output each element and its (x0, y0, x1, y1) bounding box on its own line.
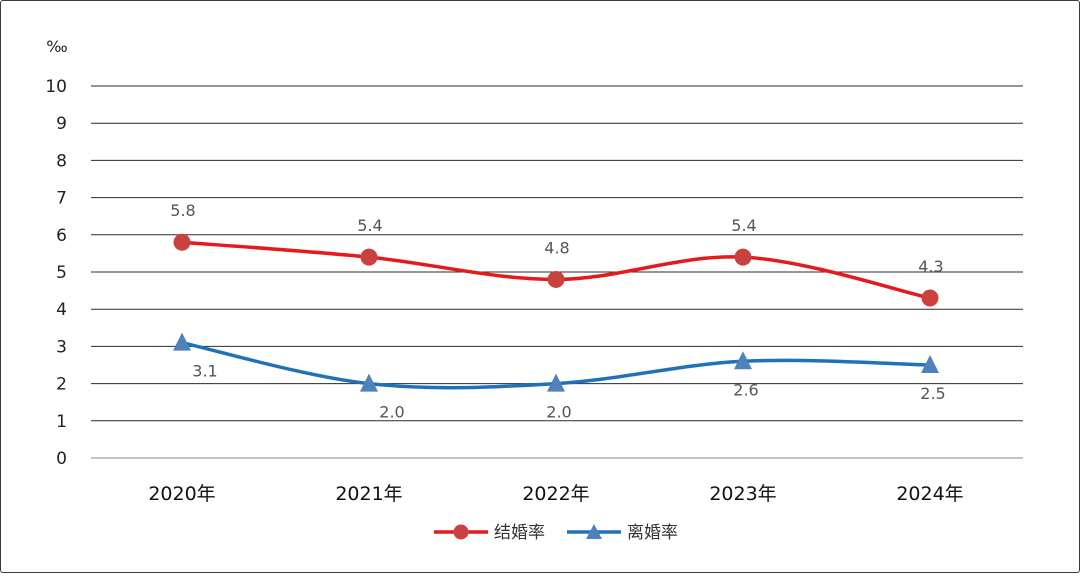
data-label: 4.3 (918, 257, 943, 276)
data-point (921, 355, 939, 373)
legend-label: 结婚率 (494, 523, 545, 543)
data-point (360, 248, 378, 266)
x-tick-label: 2024年 (896, 483, 963, 505)
x-tick-label: 2021年 (335, 483, 402, 505)
series-group: 5.8 5.4 4.8 5.4 4.3 3.1 2.0 2.0 2.6 2.5 (170, 201, 945, 421)
legend-label: 离婚率 (627, 523, 678, 543)
data-point (734, 351, 752, 370)
data-label: 4.8 (544, 238, 569, 257)
y-tick-label: 1 (56, 412, 67, 432)
series-2: 3.1 2.0 2.0 2.6 2.5 (173, 332, 946, 422)
y-tick-label: 10 (45, 77, 67, 97)
y-tick-label: 9 (56, 114, 67, 134)
y-tick-label: 4 (56, 300, 67, 320)
y-tick-label: 6 (56, 226, 67, 246)
y-tick-label: 3 (56, 337, 67, 357)
data-point (547, 373, 565, 392)
data-label: 2.5 (920, 384, 945, 403)
data-point (173, 332, 191, 351)
legend-marker (453, 524, 469, 540)
y-tick-label: 7 (56, 189, 67, 209)
x-tick-label: 2020年 (148, 483, 215, 505)
data-point (734, 248, 752, 266)
data-label: 3.1 (192, 362, 217, 381)
x-tick-label: 2022年 (522, 483, 589, 505)
x-axis-ticks: 2020年 2021年 2022年 2023年 2024年 (148, 483, 963, 505)
legend-item-1: 结婚率 (434, 523, 545, 543)
y-tick-label: 2 (56, 375, 67, 395)
data-point (173, 233, 191, 251)
data-label: 5.4 (357, 216, 382, 235)
y-axis-ticks: 0 1 2 3 4 5 6 7 8 9 10 (45, 77, 67, 469)
legend-item-2: 离婚率 (567, 523, 678, 543)
legend: 结婚率 离婚率 (434, 523, 678, 543)
data-point (360, 373, 378, 392)
y-unit-label: ‰ (46, 37, 67, 56)
data-point (921, 289, 939, 307)
y-tick-label: 0 (56, 449, 67, 469)
y-tick-label: 5 (56, 263, 67, 283)
data-point (547, 270, 565, 288)
data-label: 2.6 (733, 380, 758, 399)
data-label: 5.4 (731, 216, 756, 235)
y-tick-label: 8 (56, 151, 67, 171)
legend-marker (586, 524, 602, 539)
data-label: 5.8 (170, 201, 195, 220)
series-1: 5.8 5.4 4.8 5.4 4.3 (170, 201, 944, 307)
data-label: 2.0 (379, 403, 404, 422)
data-label: 2.0 (546, 403, 571, 422)
x-tick-label: 2023年 (709, 483, 776, 505)
